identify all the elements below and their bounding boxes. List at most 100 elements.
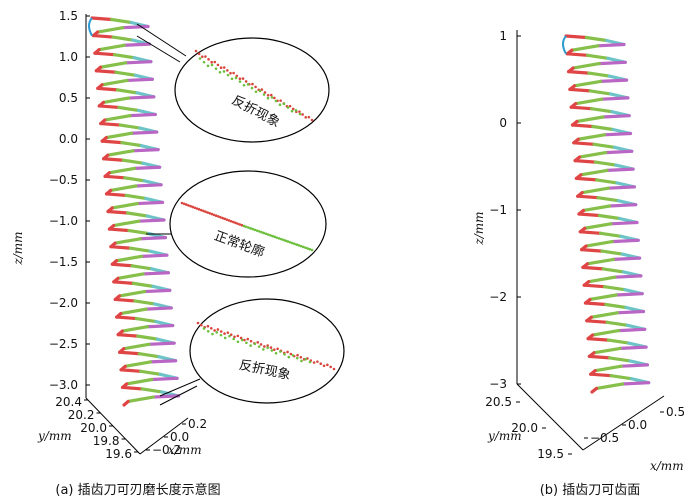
- helix-a-turn-11-segment-1: [125, 211, 149, 218]
- normal-green-point: [251, 227, 255, 231]
- fold-bottom-red-point: [296, 353, 299, 357]
- helix-a-turn-14-segment-1: [130, 264, 154, 271]
- panel-a: 1.5 1.0 0.5 0.0 −0.5 −1.0 −1.5 −2.0 −2.5 −3.0 20.…: [11, 9, 345, 498]
- panel-a-z-tick-label: 0.0: [59, 132, 78, 146]
- fold-top-green-point: [214, 67, 218, 70]
- helix-b-turn-13-segment-1: [601, 267, 626, 274]
- fold-bottom-red-point: [206, 324, 210, 328]
- helix-b-turn-15-segment-3: [615, 309, 646, 315]
- normal-red-point: [227, 219, 231, 222]
- fold-top-red-point: [266, 93, 270, 97]
- fold-top-red-point: [260, 88, 264, 91]
- helix-b-turn-9-segment-3: [607, 203, 638, 208]
- fold-bottom-red-point: [329, 365, 332, 369]
- helix-a-turn-8-segment-4: [107, 166, 137, 175]
- panel-b-z-tick-label: 1: [499, 29, 507, 43]
- panel-b-z-label: z/mm: [472, 211, 486, 245]
- helix-a-turn-19-segment-0: [118, 350, 141, 356]
- fold-bottom-red-point: [263, 345, 266, 348]
- helix-a-turn-21-segment-3: [151, 394, 181, 399]
- panel-b-y-label: y/mm: [487, 429, 522, 443]
- fold-top-red-point: [222, 66, 226, 69]
- fold-top-green-point: [226, 73, 230, 77]
- helix-a-turn-6-segment-0: [99, 121, 122, 127]
- fold-top-red-point: [200, 55, 204, 58]
- panel-a-z-tick-label: 1.0: [59, 50, 78, 64]
- normal-green-point: [255, 229, 259, 232]
- fold-bottom-green-point: [266, 346, 269, 350]
- panel-a-y-tick-label: 20.0: [80, 421, 107, 435]
- fold-top-red-point: [273, 96, 276, 100]
- panel-b-helix: [562, 34, 651, 394]
- helix-b-turn-5-segment-4: [576, 133, 607, 141]
- helix-b-turn-12-segment-4: [585, 257, 616, 266]
- helix-a-turn-20-segment-1: [139, 369, 162, 376]
- helix-a-turn-6-segment-1: [118, 123, 142, 130]
- panel-a-y-tick-label: 20.2: [68, 408, 95, 422]
- fold-top-green-point: [238, 80, 242, 83]
- callout-normal-ellipse: [169, 170, 327, 278]
- helix-a-turn-10-segment-1: [124, 193, 148, 201]
- helix-b-turn-8-segment-4: [580, 186, 610, 195]
- fold-top-red-point: [229, 71, 232, 75]
- helix-a-turn-6-segment-4: [104, 131, 134, 140]
- fold-bottom-red-point: [213, 329, 216, 332]
- normal-red-point: [180, 201, 184, 205]
- fold-top-red-point: [251, 82, 254, 86]
- helix-b-turn-14-segment-4: [588, 293, 618, 302]
- normal-green-point: [295, 243, 298, 246]
- helix-a-turn-21-segment-0: [120, 385, 144, 391]
- helix-b-turn-19-segment-0: [589, 372, 613, 378]
- fold-top-red-point: [269, 93, 273, 97]
- panel-a-z-label: z/mm: [11, 231, 25, 265]
- helix-a-turn-15-segment-1: [131, 281, 155, 288]
- helix-b-turn-16-segment-3: [617, 327, 647, 333]
- helix-a-turn-12-segment-4: [113, 237, 142, 245]
- fold-top-green-point: [218, 71, 222, 74]
- panel-a-x-axis-line: [139, 417, 189, 455]
- panel-a-z-tick-label: −1.5: [49, 255, 78, 269]
- helix-a-turn-20-segment-0: [119, 368, 143, 373]
- helix-b-turn-3-segment-3: [600, 96, 630, 101]
- fold-top-green-point: [282, 102, 286, 106]
- normal-red-point: [204, 210, 207, 214]
- normal-green-point: [279, 237, 283, 241]
- helix-a-turn-4-segment-3: [127, 95, 156, 100]
- fold-bottom-red-point: [233, 335, 236, 339]
- helix-a-turn-3-segment-0: [94, 69, 118, 74]
- fold-bottom-red-point: [229, 333, 233, 337]
- normal-red-point: [197, 208, 201, 211]
- helix-b-turn-10-segment-4: [583, 222, 613, 230]
- panel-a-z-tick-label: −1.0: [49, 214, 78, 228]
- helix-b-turn-5-segment-3: [602, 131, 633, 137]
- helix-b-turn-10-segment-0: [577, 212, 601, 218]
- fold-bottom-green-point: [219, 333, 223, 337]
- helix-a-turn-17-segment-3: [145, 323, 175, 329]
- helix-a-turn-9-segment-1: [123, 176, 146, 183]
- helix-a-turn-17-segment-1: [134, 316, 158, 324]
- fold-top-green-point: [210, 63, 214, 67]
- fold-bottom-green-point: [206, 329, 210, 333]
- helix-a-turn-8-segment-3: [132, 165, 162, 171]
- fold-bottom-red-point: [249, 339, 253, 343]
- fold-bottom-red-point: [219, 330, 223, 333]
- helix-a-turn-16-segment-1: [133, 299, 157, 306]
- normal-green-point: [299, 244, 303, 248]
- fold-bottom-green-point: [308, 360, 312, 364]
- fold-top-green-point: [294, 109, 298, 112]
- panel-a-y-label: y/mm: [37, 429, 72, 443]
- fold-top-red-point: [263, 91, 267, 94]
- normal-red-point: [187, 204, 190, 207]
- fold-bottom-green-point: [300, 359, 303, 363]
- helix-b-turn-18-segment-3: [619, 363, 650, 368]
- helix-b-turn-7-segment-1: [593, 160, 618, 167]
- helix-a-turn-3-segment-1: [114, 70, 138, 77]
- callout-fold-bottom-leader-1: [159, 378, 201, 397]
- helix-a-turn-7-segment-1: [120, 141, 143, 148]
- helix-a-turn-5-segment-0: [97, 104, 121, 110]
- helix-b-turn-11-segment-4: [584, 239, 614, 248]
- helix-b-left-edge: [562, 35, 567, 55]
- helix-a-turn-4-segment-4: [101, 96, 131, 105]
- helix-b-turn-11-segment-0: [578, 230, 603, 235]
- helix-a-turn-2-segment-3: [124, 60, 153, 65]
